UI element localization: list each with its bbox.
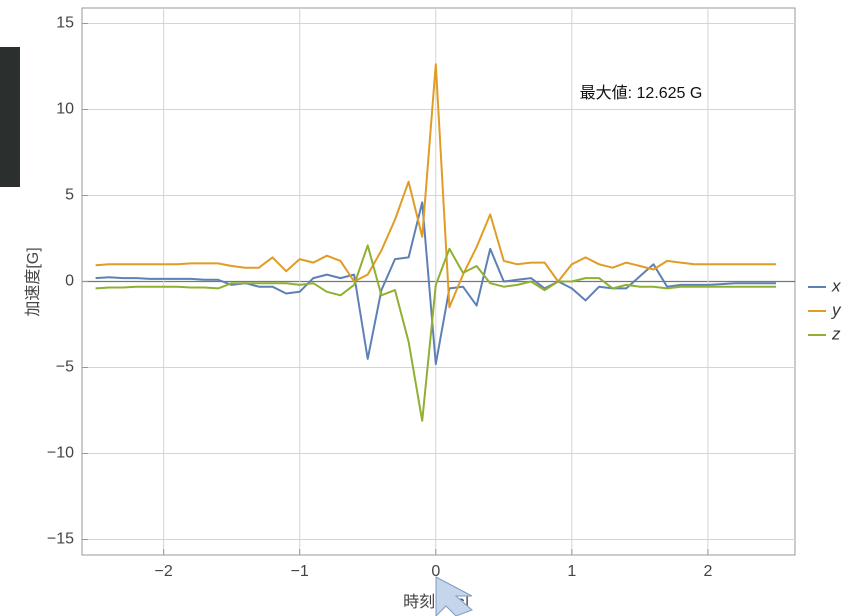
y-axis-label: 加速度[G] xyxy=(24,247,42,316)
y-tick-label: −5 xyxy=(56,359,74,376)
page: 最大値: 12.625 G 時刻[sec] 加速度[G] −15−10−5051… xyxy=(0,0,851,616)
legend-label: y xyxy=(831,300,842,319)
y-tick-label: 15 xyxy=(56,15,74,32)
chart: 最大値: 12.625 G 時刻[sec] 加速度[G] −15−10−5051… xyxy=(0,0,851,616)
y-tick-label: −10 xyxy=(47,445,74,462)
y-tick-label: −15 xyxy=(47,531,74,548)
y-tick-label: 10 xyxy=(56,101,74,118)
y-tick-label: 0 xyxy=(65,273,74,290)
x-tick-label: −1 xyxy=(291,563,309,580)
legend-label: z xyxy=(831,324,841,343)
cursor xyxy=(436,577,472,616)
legend-label: x xyxy=(831,276,841,295)
x-tick-label: 1 xyxy=(567,563,576,580)
annotation: 最大値: 12.625 G xyxy=(580,84,703,102)
y-tick-label: 5 xyxy=(65,187,74,204)
x-tick-label: −2 xyxy=(155,563,173,580)
thumbnail xyxy=(0,47,20,187)
x-tick-label: 2 xyxy=(703,563,712,580)
